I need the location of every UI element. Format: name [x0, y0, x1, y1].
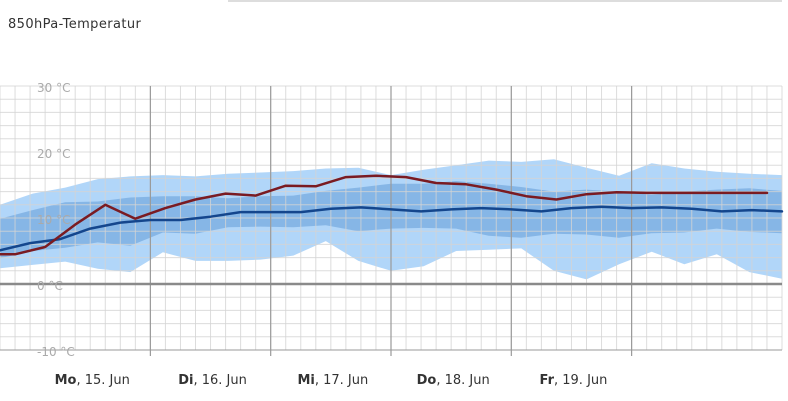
y-tick-label: 20 °C [37, 147, 70, 161]
x-day-label-date: , 18. Jun [436, 373, 489, 388]
x-day-label: Mo, 15. Jun [55, 373, 130, 388]
x-day-label-date: , 15. Jun [76, 373, 129, 388]
y-tick-label: 10 °C [37, 213, 70, 227]
x-day-label: Di, 16. Jun [178, 373, 247, 388]
x-day-label: Mi, 17. Jun [297, 373, 368, 388]
chart-title: 850hPa-Temperatur [8, 17, 142, 32]
x-axis-labels: Mo, 15. Jun Di, 16. Jun Mi, 17. Jun Do, 18.… [55, 373, 608, 388]
y-axis-labels: 30 °C 20 °C 10 °C 0 °C -10 °C [37, 81, 75, 359]
top-divider-line [228, 0, 782, 2]
x-day-label-weekday: Mo [55, 373, 77, 388]
y-tick-label: 30 °C [37, 81, 70, 95]
series-lines [0, 174, 784, 256]
x-day-label-date: , 17. Jun [315, 373, 368, 388]
x-day-label: Fr, 19. Jun [540, 373, 608, 388]
x-day-label: Do, 18. Jun [417, 373, 490, 388]
grid-lines [0, 85, 783, 356]
x-day-label-date: , 19. Jun [554, 373, 607, 388]
x-day-label-weekday: Di [178, 373, 193, 388]
x-day-label-weekday: Mi [297, 373, 314, 388]
y-tick-label: -10 °C [37, 345, 75, 359]
x-day-label-weekday: Fr [540, 373, 555, 388]
control-line [0, 174, 769, 256]
x-day-label-date: , 16. Jun [193, 373, 246, 388]
mean-line [0, 205, 784, 252]
y-tick-label: 0 °C [37, 279, 63, 293]
x-day-label-weekday: Do [417, 373, 437, 388]
